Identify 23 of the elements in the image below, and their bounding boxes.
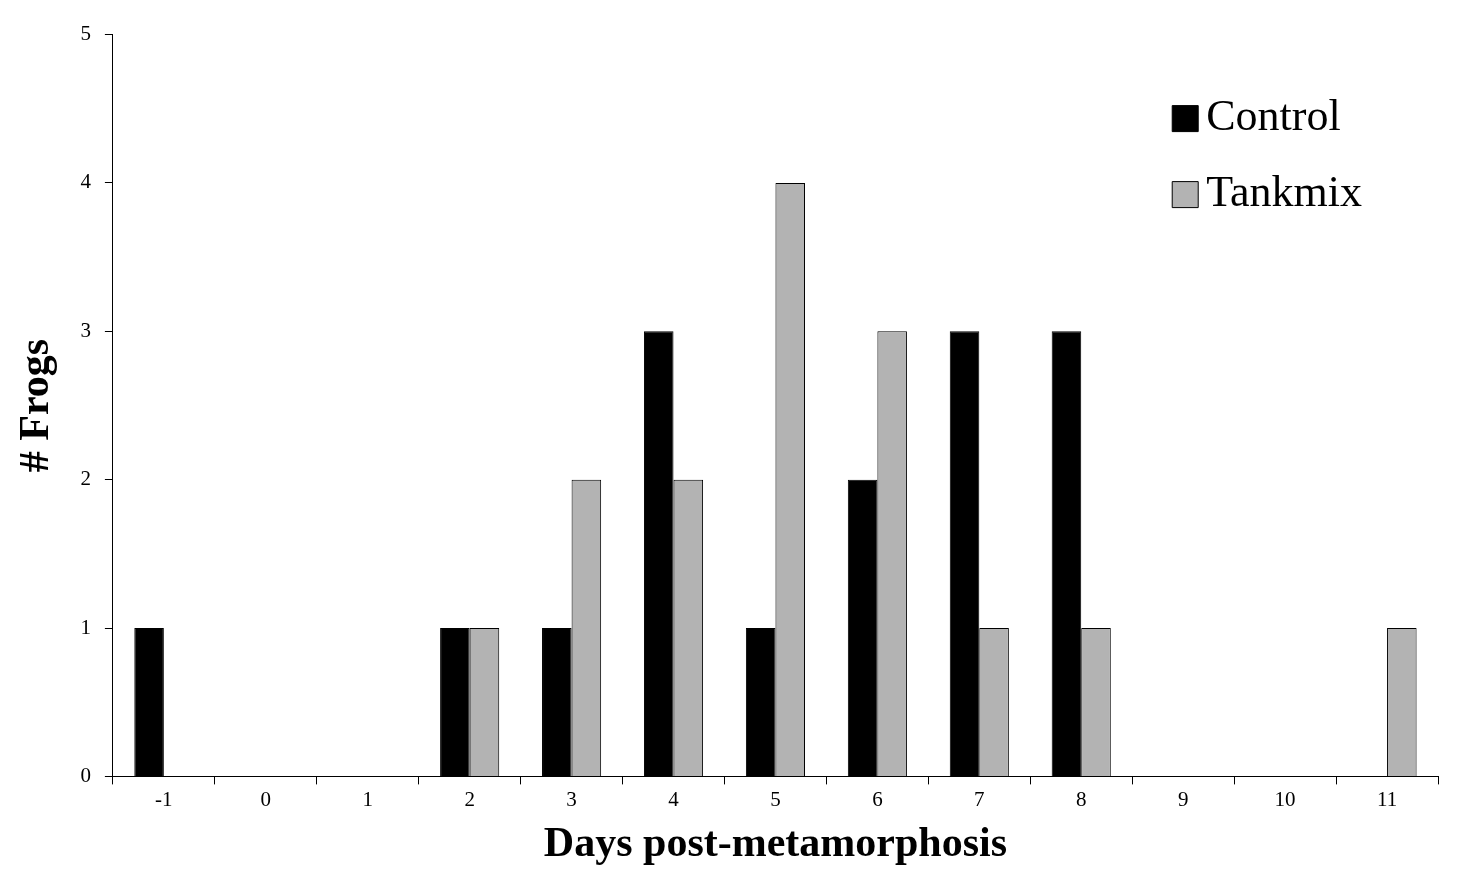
y-tick-label: 1 [80,614,91,639]
y-tick-label: 4 [80,169,92,194]
y-tick-label: 3 [80,317,91,342]
y-tick-label: 5 [80,21,91,46]
x-tick-label: 11 [1376,786,1398,811]
legend-label: Control [1206,91,1341,141]
y-tick-label: 0 [80,762,91,787]
legend-label: Tankmix [1206,167,1363,217]
x-tick-label: -1 [155,786,173,811]
x-tick-label: 0 [260,786,272,811]
y-axis-title: # Frogs [11,338,58,473]
y-tick-label: 2 [80,466,91,491]
x-tick-label: 2 [464,786,475,811]
x-tick-label: 10 [1274,786,1296,811]
x-tick-label: 7 [974,786,985,811]
x-axis-title: Days post-metamorphosis [543,818,1008,865]
x-tick-label: 3 [566,786,577,811]
x-tick-label: 9 [1177,786,1189,811]
x-tick-label: 1 [362,786,373,811]
x-tick-label: 8 [1075,786,1087,811]
x-tick-label: 4 [668,786,680,811]
x-tick-label: 6 [872,786,883,811]
x-tick-label: 5 [770,786,781,811]
